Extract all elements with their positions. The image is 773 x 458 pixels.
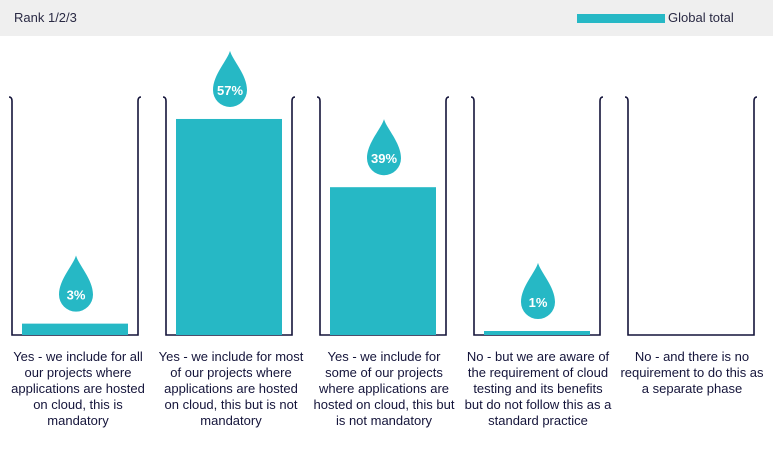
category-label-3: Yes - we include for some of our project… [313,349,455,428]
data-label-4: 1% [529,295,548,310]
data-label-2: 57% [217,83,243,98]
drop-4 [521,262,555,319]
legend-label: Global total [668,10,734,25]
chart-header: Rank 1/2/3 Global total [0,0,773,36]
category-label-4: No - but we are aware of the requirement… [464,349,612,428]
drop-1 [59,255,93,312]
rank-label: Rank 1/2/3 [14,10,77,25]
category-label-1: Yes - we include for all our projects wh… [11,349,145,428]
bar-2 [176,118,282,335]
drop-2 [213,50,247,107]
data-label-1: 3% [67,288,86,303]
bar-4 [484,331,590,335]
drop-3 [367,119,401,176]
bracket-5 [624,96,758,336]
bar-chart: 3% 57% 39% 1% [8,50,758,336]
legend-swatch [577,14,665,23]
bar-3 [330,187,436,335]
bar-1 [22,323,128,335]
category-label-5: No - and there is no requirement to do t… [620,349,764,396]
data-label-3: 39% [371,151,397,166]
category-label-2: Yes - we include for most of our project… [158,349,304,428]
